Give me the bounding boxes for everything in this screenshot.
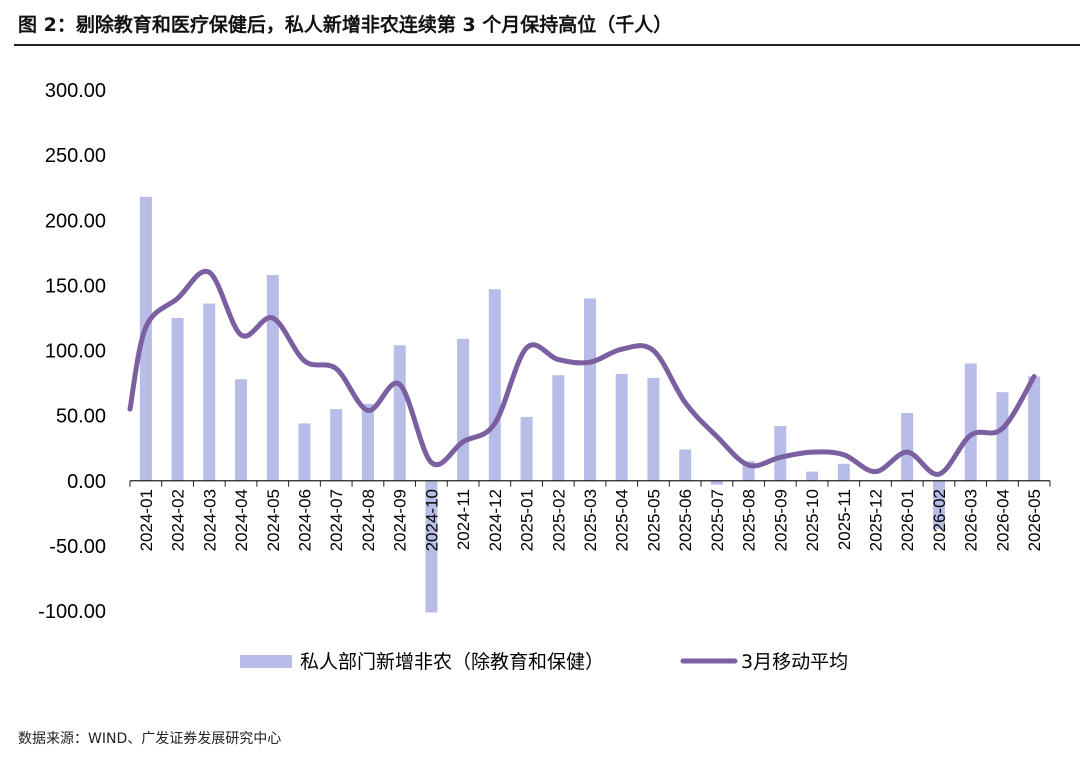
bar-2025-10 bbox=[806, 471, 819, 481]
bar-2024-12 bbox=[488, 289, 501, 481]
x-tick-label: 2025-09 bbox=[771, 489, 790, 551]
bar-2024-02 bbox=[171, 317, 184, 481]
x-tick-label: 2025-05 bbox=[644, 489, 663, 551]
bar-2024-06 bbox=[298, 423, 311, 481]
x-tick-label: 2026-03 bbox=[962, 489, 981, 551]
bar-2025-09 bbox=[774, 426, 787, 481]
moving-average-line bbox=[127, 268, 1037, 477]
bar-2024-10 bbox=[425, 480, 438, 613]
bar-series bbox=[139, 196, 1041, 613]
bar-2024-04 bbox=[235, 379, 247, 481]
y-tick-label: 250.00 bbox=[45, 145, 106, 167]
bar-2025-01 bbox=[520, 416, 533, 481]
bar-2025-02 bbox=[552, 375, 565, 481]
bar-2025-03 bbox=[584, 298, 596, 481]
x-tick-label: 2024-05 bbox=[264, 489, 283, 551]
bar-line-chart: -100.00 -50.00 0.00 50.00 100.00 150.00 200.00… bbox=[38, 80, 1051, 673]
x-tick-label: 2025-08 bbox=[740, 489, 759, 551]
bar-2025-11 bbox=[837, 463, 850, 481]
bar-2026-04 bbox=[996, 392, 1009, 481]
x-tick-label: 2026-02 bbox=[930, 489, 949, 551]
y-tick-label: 150.00 bbox=[45, 275, 106, 297]
bar-2024-03 bbox=[203, 303, 216, 481]
bar-2024-07 bbox=[330, 409, 343, 481]
x-tick-label: 2024-12 bbox=[486, 489, 505, 551]
bar-2025-04 bbox=[615, 373, 628, 481]
y-tick-label: -100.00 bbox=[38, 601, 106, 623]
x-axis-ticks: 2024-01 2024-02 2024-03 2024-04 2024-05 2024-… bbox=[137, 489, 1044, 551]
x-tick-label: 2024-03 bbox=[200, 489, 219, 551]
bar-2024-05 bbox=[266, 275, 279, 481]
y-tick-label: 50.00 bbox=[56, 406, 106, 428]
y-tick-label: -50.00 bbox=[49, 536, 106, 558]
x-tick-label: 2026-05 bbox=[1025, 489, 1044, 551]
bar-2025-05 bbox=[647, 377, 660, 481]
title-rule bbox=[14, 44, 1080, 46]
legend-line-label: 3月移动平均 bbox=[741, 651, 848, 673]
bar-2026-05 bbox=[1028, 376, 1041, 481]
y-axis-ticks: -100.00 -50.00 0.00 50.00 100.00 150.00 200.00… bbox=[38, 80, 106, 623]
x-tick-label: 2024-09 bbox=[391, 489, 410, 551]
y-tick-label: 0.00 bbox=[67, 471, 106, 493]
x-tick-label: 2025-03 bbox=[581, 489, 600, 551]
x-tick-label: 2025-11 bbox=[835, 489, 854, 550]
x-tick-label: 2025-02 bbox=[549, 489, 568, 551]
figure-title: 图 2：剔除教育和医疗保健后，私人新增非农连续第 3 个月保持高位（千人） bbox=[18, 14, 673, 36]
x-tick-label: 2025-10 bbox=[803, 489, 822, 551]
legend-bar-label: 私人部门新增非农（除教育和保健） bbox=[300, 651, 604, 673]
x-tick-label: 2024-11 bbox=[454, 489, 473, 550]
x-tick-label: 2024-06 bbox=[296, 489, 315, 551]
bar-2025-06 bbox=[679, 449, 692, 481]
x-tick-label: 2024-08 bbox=[359, 489, 378, 551]
x-tick-label: 2025-04 bbox=[613, 489, 632, 551]
x-tick-label: 2025-07 bbox=[708, 489, 727, 551]
source-note: 数据来源：WIND、广发证券发展研究中心 bbox=[18, 731, 282, 747]
x-tick-label: 2025-06 bbox=[676, 489, 695, 551]
line-series bbox=[127, 268, 1037, 477]
x-tick-label: 2026-01 bbox=[898, 489, 917, 551]
bar-2026-01 bbox=[901, 413, 914, 481]
x-tick-label: 2025-01 bbox=[518, 489, 537, 551]
legend-bar-swatch bbox=[240, 655, 292, 668]
bar-2024-11 bbox=[457, 338, 470, 481]
bar-2026-02 bbox=[933, 480, 945, 529]
y-tick-label: 100.00 bbox=[45, 341, 106, 363]
bar-2025-07 bbox=[710, 480, 723, 485]
zero-axis bbox=[129, 480, 1051, 487]
legend: 私人部门新增非农（除教育和保健） 3月移动平均 bbox=[240, 651, 848, 673]
x-tick-label: 2024-07 bbox=[327, 489, 346, 551]
x-tick-label: 2026-04 bbox=[993, 489, 1012, 551]
x-tick-label: 2024-04 bbox=[232, 489, 251, 551]
y-tick-label: 200.00 bbox=[45, 210, 106, 232]
bar-2024-09 bbox=[393, 345, 406, 481]
y-tick-label: 300.00 bbox=[45, 80, 106, 102]
x-tick-label: 2025-12 bbox=[867, 489, 886, 551]
bar-2024-01 bbox=[139, 196, 152, 481]
x-tick-label: 2024-01 bbox=[137, 489, 156, 551]
x-tick-label: 2024-10 bbox=[422, 489, 441, 551]
bar-2026-03 bbox=[964, 363, 977, 481]
bar-2024-08 bbox=[361, 403, 374, 481]
x-tick-label: 2024-02 bbox=[169, 489, 188, 551]
